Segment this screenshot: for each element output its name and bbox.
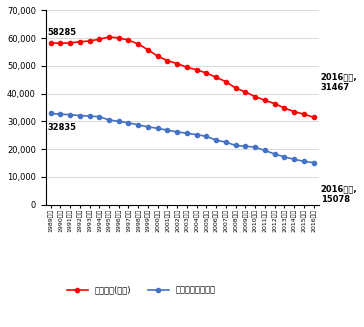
爨発油販売業者数: [214, 138, 218, 142]
爨発油販売業者数: [273, 152, 277, 156]
爨発油販売業者数: [234, 144, 238, 147]
給油所数(合計): [87, 39, 92, 43]
給油所数(合計): [224, 80, 228, 84]
給油所数(合計): [253, 95, 257, 99]
給油所数(合計): [263, 98, 267, 102]
爨発油販売業者数: [48, 112, 53, 115]
爨発油販売業者数: [312, 161, 316, 165]
給油所数(合計): [48, 41, 53, 45]
爨発油販売業者数: [155, 126, 160, 130]
爨発油販売業者数: [253, 145, 257, 149]
給油所数(合計): [312, 115, 316, 119]
給油所数(合計): [116, 36, 121, 40]
給油所数(合計): [185, 65, 189, 69]
Text: 58285: 58285: [48, 27, 77, 37]
給油所数(合計): [234, 86, 238, 90]
爨発油販売業者数: [302, 159, 306, 163]
爨発油販売業者数: [282, 155, 286, 159]
爨発油販売業者数: [185, 131, 189, 135]
給油所数(合計): [282, 106, 286, 110]
給油所数(合計): [58, 41, 63, 45]
給油所数(合計): [204, 71, 209, 75]
Text: 32835: 32835: [48, 123, 77, 132]
爨発油販売業者数: [175, 130, 179, 134]
爨発油販売業者数: [68, 113, 72, 117]
給油所数(合計): [273, 102, 277, 106]
給油所数(合計): [243, 90, 248, 94]
給油所数(合計): [155, 54, 160, 58]
Line: 給油所数(合計): 給油所数(合計): [48, 35, 316, 119]
爨発油販売業者数: [165, 128, 170, 132]
爨発油販売業者数: [146, 125, 150, 129]
爨発油販売業者数: [107, 118, 111, 122]
給油所数(合計): [292, 110, 296, 113]
Text: 2016年度,
15078: 2016年度, 15078: [321, 184, 357, 204]
給油所数(合計): [136, 42, 141, 46]
Line: 爨発油販売業者数: 爨発油販売業者数: [48, 112, 316, 165]
給油所数(合計): [68, 41, 72, 45]
爨発油販売業者数: [263, 148, 267, 152]
給油所数(合計): [194, 68, 199, 72]
給油所数(合計): [146, 48, 150, 52]
爨発油販売業者数: [292, 157, 296, 161]
爨発油販売業者数: [97, 115, 102, 119]
Text: 2016年度,
31467: 2016年度, 31467: [321, 72, 357, 92]
爨発油販売業者数: [136, 123, 141, 127]
爨発油販売業者数: [87, 114, 92, 118]
爨発油販売業者数: [194, 133, 199, 137]
給油所数(合計): [175, 62, 179, 66]
爨発油販売業者数: [243, 144, 248, 148]
Legend: 給油所数(合計), 爨発油販売業者数: 給油所数(合計), 爨発油販売業者数: [64, 283, 219, 298]
爨発油販売業者数: [116, 119, 121, 123]
爨発油販売業者数: [126, 121, 131, 125]
爨発油販売業者数: [224, 140, 228, 144]
給油所数(合計): [126, 38, 131, 42]
爨発油販売業者数: [204, 134, 209, 138]
爨発油販売業者数: [58, 112, 63, 116]
給油所数(合計): [78, 40, 82, 44]
給油所数(合計): [107, 35, 111, 39]
爨発油販売業者数: [78, 113, 82, 117]
給油所数(合計): [165, 59, 170, 62]
給油所数(合計): [302, 112, 306, 116]
給油所数(合計): [214, 75, 218, 79]
給油所数(合計): [97, 37, 102, 41]
